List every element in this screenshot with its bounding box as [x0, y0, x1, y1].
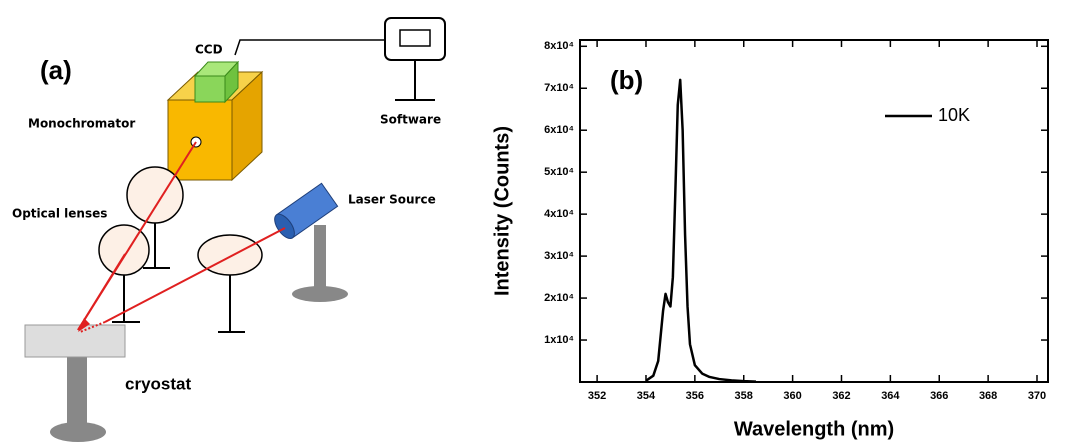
y-tick-label: 2x10⁴: [544, 292, 574, 304]
legend-label: 10K: [938, 105, 970, 125]
laser-post: [314, 225, 326, 290]
wire: [234, 39, 385, 56]
lens-stand: [143, 223, 170, 269]
beam: [77, 253, 126, 331]
setup-diagram: (a) CCD Monochromator Software Optical l…: [12, 17, 446, 442]
lens-stand: [218, 275, 245, 333]
label: Monochromator: [28, 117, 135, 131]
label: CCD: [195, 43, 223, 57]
beam: [104, 227, 286, 323]
y-tick-label: 7x10⁴: [544, 82, 574, 94]
y-tick-label: 5x10⁴: [544, 166, 574, 178]
x-tick-label: 362: [832, 390, 850, 402]
plot-frame: [579, 39, 1049, 383]
y-tick-label: 8x10⁴: [544, 40, 574, 52]
x-tick-label: 368: [979, 390, 997, 402]
cryostat-post: [67, 355, 87, 430]
y-tick-label: 6x10⁴: [544, 124, 574, 136]
y-axis-title: Intensity (Counts): [491, 126, 513, 296]
lens-stand: [112, 275, 140, 323]
y-tick-label: 1x10⁴: [544, 334, 574, 346]
y-tick-label: 4x10⁴: [544, 208, 574, 220]
y-tick-label: 3x10⁴: [544, 250, 574, 262]
label: Software: [380, 113, 441, 127]
x-tick-label: 354: [637, 390, 656, 402]
panel-label: (b): [610, 65, 643, 95]
x-tick-label: 364: [881, 390, 900, 402]
cryostat-box: [24, 324, 126, 358]
lens: [98, 224, 150, 276]
data-line: [645, 78, 757, 383]
x-tick-label: 358: [735, 390, 753, 402]
screen: [399, 29, 431, 47]
x-axis-title: Wavelength (nm): [734, 418, 894, 440]
beam: [79, 321, 106, 333]
x-tick-label: 356: [686, 390, 704, 402]
cryostat-base: [50, 422, 106, 442]
label: cryostat: [125, 374, 191, 393]
x-tick-label: 360: [783, 390, 801, 402]
laser: [274, 182, 339, 239]
x-tick-label: 370: [1028, 390, 1046, 402]
label: Laser Source: [348, 193, 436, 207]
laser-base: [292, 286, 348, 302]
ccd-front: [194, 75, 226, 103]
x-tick-label: 366: [930, 390, 948, 402]
label: Optical lenses: [12, 207, 107, 221]
x-tick-label: 352: [588, 390, 606, 402]
panel-label: (a): [40, 55, 72, 85]
arrowhead: [78, 318, 90, 332]
